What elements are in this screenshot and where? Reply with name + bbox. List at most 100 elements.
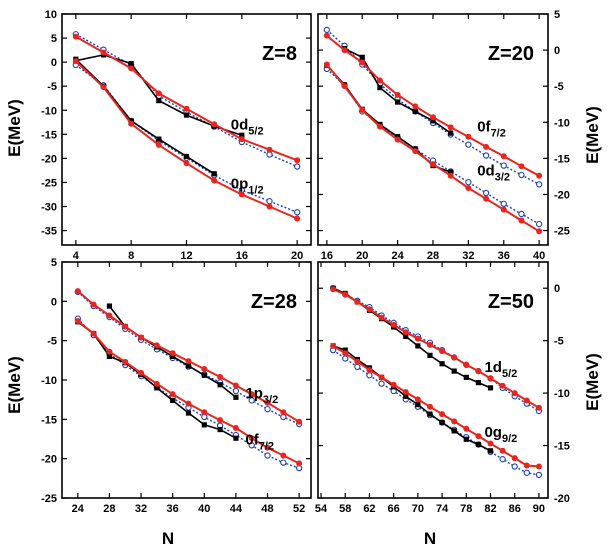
data-point-fit (499, 382, 506, 389)
y-axis-label-left-top: E(MeV) (5, 99, 24, 157)
state-label-subscript: 7/2 (491, 128, 506, 140)
data-point-calc (294, 209, 301, 216)
data-point-fit (439, 348, 446, 355)
data-point-exp (475, 380, 481, 386)
data-point-exp (487, 448, 494, 454)
data-point-fit (439, 411, 446, 418)
y-tick-label: -25 (41, 493, 57, 505)
data-point-calc (500, 162, 507, 169)
data-point-fit (523, 462, 530, 469)
data-point-fit (248, 391, 255, 398)
panel-label: Z=20 (488, 43, 534, 65)
data-point-exp (156, 98, 162, 104)
data-point-fit (430, 114, 436, 121)
data-point-fit (447, 172, 454, 179)
data-point-fit (366, 306, 373, 313)
y-tick-label: -30 (41, 202, 57, 214)
data-point-exp (359, 54, 365, 60)
panel-2: 24 28 32 36 40 44 48 5250-5-10-15-20-25Z=281p3/… (41, 257, 312, 515)
state-label-subscript: 1/2 (248, 185, 263, 197)
series-line-calc (326, 68, 540, 225)
data-point-exp (233, 394, 239, 400)
data-point-calc (536, 181, 543, 188)
data-point-exp (128, 60, 134, 67)
y-tick-label: -5 (554, 81, 564, 93)
data-point-fit (475, 433, 482, 440)
data-point-fit (523, 397, 530, 404)
data-point-fit (128, 65, 135, 72)
data-point-fit (264, 444, 271, 451)
data-point-calc (378, 380, 385, 387)
data-point-calc (536, 220, 543, 228)
data-point-exp (415, 343, 421, 349)
x-tick-label: 32 (135, 503, 147, 515)
data-point-exp (412, 108, 418, 115)
data-point-fit (451, 418, 458, 425)
data-point-fit (511, 455, 518, 462)
data-point-fit (183, 105, 190, 112)
data-point-fit (390, 381, 397, 388)
data-point-fit (155, 141, 162, 148)
y-tick-label: -20 (554, 189, 570, 201)
data-point-fit (138, 369, 145, 376)
data-point-fit (412, 148, 419, 155)
y-tick-label: -10 (554, 388, 570, 400)
data-point-fit (122, 323, 129, 330)
data-point-fit (217, 373, 224, 380)
data-point-calc (535, 471, 543, 479)
x-tick-label: 82 (484, 503, 496, 515)
data-point-fit (72, 33, 79, 40)
data-point-exp (217, 382, 223, 388)
data-point-exp (154, 385, 160, 391)
data-point-calc (518, 171, 525, 179)
data-point-fit (74, 318, 81, 324)
data-point-calc (482, 189, 490, 197)
data-point-calc (366, 372, 373, 379)
y-tick-label: 0 (51, 296, 57, 308)
data-point-exp (415, 402, 421, 408)
x-tick-label: 70 (412, 503, 424, 515)
y-tick-label: -10 (41, 375, 57, 387)
data-point-fit (153, 380, 160, 387)
data-point-fit (366, 367, 373, 374)
x-tick-label: 90 (533, 503, 545, 515)
data-point-fit (341, 47, 348, 54)
y-tick-label: 0 (51, 57, 57, 69)
x-tick-label: 48 (261, 503, 273, 515)
data-point-fit (323, 61, 330, 68)
data-point-fit (211, 121, 218, 128)
data-point-fit (330, 286, 337, 293)
state-label-subscript: 7/2 (259, 441, 274, 453)
x-tick-label: 20 (291, 250, 303, 262)
series-line-calc (75, 64, 298, 213)
data-point-fit (232, 424, 239, 431)
data-point-fit (483, 143, 490, 150)
y-tick-label: 10 (45, 9, 57, 21)
data-point-fit (90, 330, 97, 337)
data-point-fit (359, 107, 366, 114)
data-point-exp (439, 419, 445, 426)
y-tick-label: 5 (554, 9, 560, 21)
data-point-fit (465, 184, 472, 191)
data-point-calc (465, 179, 472, 186)
data-point-fit (342, 291, 349, 298)
data-point-fit (483, 195, 490, 202)
data-point-fit (238, 191, 245, 198)
data-point-calc (500, 200, 507, 208)
y-tick-label: -25 (554, 226, 570, 238)
x-tick-label: 24 (391, 250, 404, 262)
state-label: 0f7/2 (477, 119, 506, 140)
data-point-fit (414, 335, 421, 342)
data-point-fit (72, 58, 79, 65)
data-point-exp (403, 333, 409, 340)
x-tick-label: 66 (388, 503, 400, 515)
data-point-fit (426, 341, 433, 348)
state-label-subscript: 5/2 (502, 368, 517, 380)
x-tick-label: 16 (236, 250, 248, 262)
data-point-fit (414, 396, 421, 403)
state-label: 0f7/2 (245, 432, 274, 453)
data-point-calc (232, 387, 240, 395)
data-point-fit (426, 403, 433, 410)
data-point-fit (330, 342, 337, 349)
y-tick-label: -5 (47, 336, 57, 348)
